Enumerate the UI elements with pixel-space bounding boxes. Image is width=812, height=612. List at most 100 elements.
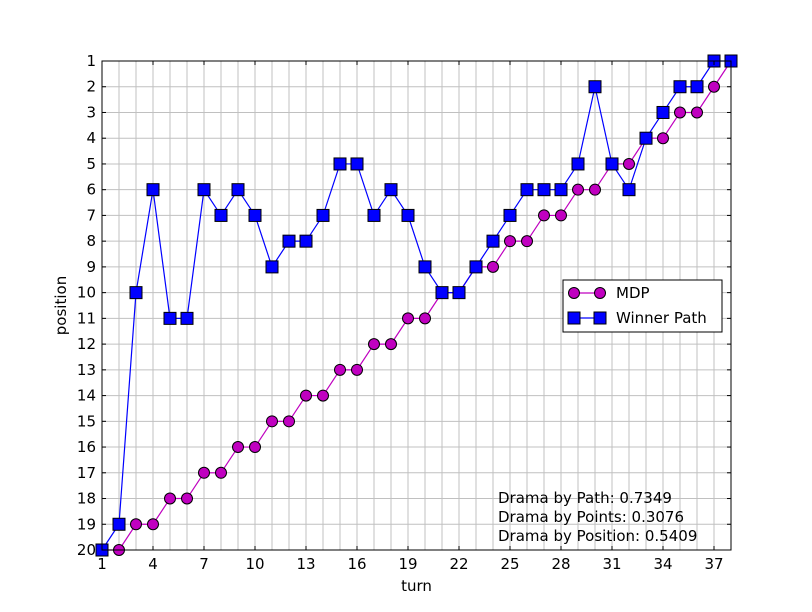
data-point-winner-path [180, 311, 194, 325]
legend-label-mdp: MDP [616, 284, 650, 302]
data-point-mdp [249, 441, 261, 454]
data-point-winner-path [435, 286, 449, 300]
ticks: 1 4 7 10 13 16 19 22 25 28 31 34 3712345678910111213… [77, 52, 731, 573]
data-point-winner-path [384, 183, 398, 197]
data-point-winner-path [622, 183, 636, 197]
x-tick-label: 37 [704, 555, 723, 573]
y-tick-label: 14 [77, 387, 96, 405]
series-winner-path [95, 54, 738, 557]
y-tick-label: 16 [77, 438, 96, 456]
x-tick-label: 1 [97, 555, 107, 573]
data-point-winner-path [503, 208, 517, 222]
data-point-mdp [198, 466, 210, 479]
x-tick-label: 4 [148, 555, 158, 573]
legend-marker-mdp [594, 287, 606, 299]
data-point-mdp [419, 312, 431, 325]
data-point-mdp [368, 338, 380, 351]
data-point-mdp [538, 209, 550, 222]
data-point-winner-path [265, 260, 279, 274]
x-tick-label: 19 [398, 555, 417, 573]
y-tick-label: 2 [86, 78, 96, 96]
data-point-mdp [351, 363, 363, 376]
y-tick-label: 8 [86, 232, 96, 250]
data-point-winner-path [282, 234, 296, 248]
data-point-mdp [589, 183, 601, 196]
data-point-winner-path [129, 286, 143, 300]
y-tick-label: 10 [77, 284, 96, 302]
data-point-winner-path [452, 286, 466, 300]
data-point-mdp [708, 80, 720, 93]
y-tick-label: 5 [86, 155, 96, 173]
y-tick-label: 17 [77, 464, 96, 482]
x-tick-label: 10 [245, 555, 264, 573]
data-point-winner-path [469, 260, 483, 274]
data-point-winner-path [350, 157, 364, 171]
data-point-mdp [181, 492, 193, 505]
data-point-winner-path [367, 208, 381, 222]
data-point-mdp [164, 492, 176, 505]
data-point-winner-path [656, 105, 670, 119]
y-tick-label: 9 [86, 258, 96, 276]
data-point-winner-path [690, 80, 704, 94]
data-point-mdp [385, 338, 397, 351]
legend-marker-winner-path [567, 311, 581, 325]
data-point-winner-path [112, 517, 126, 531]
x-axis-label: turn [401, 577, 432, 595]
y-tick-label: 20 [77, 541, 96, 559]
data-point-winner-path [316, 208, 330, 222]
legend-label-winner-path: Winner Path [616, 309, 707, 327]
y-tick-label: 12 [77, 335, 96, 353]
y-tick-label: 7 [86, 206, 96, 224]
y-tick-label: 15 [77, 412, 96, 430]
data-point-winner-path [418, 260, 432, 274]
legend-marker-mdp [568, 287, 580, 299]
data-point-mdp [232, 441, 244, 454]
data-point-mdp [572, 183, 584, 196]
plot-frame [101, 60, 732, 551]
data-point-mdp [623, 157, 635, 170]
data-point-winner-path [537, 183, 551, 197]
data-point-winner-path [214, 208, 228, 222]
data-point-winner-path [486, 234, 500, 248]
y-axis-label: position [52, 276, 70, 335]
data-point-mdp [691, 106, 703, 119]
data-point-mdp [657, 132, 669, 145]
x-tick-label: 34 [653, 555, 672, 573]
y-tick-label: 13 [77, 361, 96, 379]
data-point-mdp [334, 363, 346, 376]
data-point-winner-path [146, 183, 160, 197]
legend: MDP Winner Path [562, 279, 723, 333]
data-point-winner-path [571, 157, 585, 171]
data-point-winner-path [520, 183, 534, 197]
x-tick-label: 28 [551, 555, 570, 573]
data-point-mdp [130, 518, 142, 531]
y-tick-label: 1 [86, 52, 96, 70]
data-point-winner-path [197, 183, 211, 197]
y-tick-label: 4 [86, 129, 96, 147]
x-tick-label: 13 [296, 555, 315, 573]
data-point-winner-path [401, 208, 415, 222]
data-point-mdp [300, 389, 312, 402]
y-tick-label: 18 [77, 490, 96, 508]
data-point-winner-path [673, 80, 687, 94]
data-point-mdp [504, 235, 516, 248]
drama-annotation: Drama by Path: 0.7349 [498, 489, 672, 507]
x-tick-label: 16 [347, 555, 366, 573]
data-point-winner-path [333, 157, 347, 171]
data-point-mdp [283, 415, 295, 428]
drama-annotation: Drama by Position: 0.5409 [498, 527, 697, 545]
data-point-mdp [487, 260, 499, 273]
drama-annotation: Drama by Points: 0.3076 [498, 508, 684, 526]
data-point-mdp [402, 312, 414, 325]
data-point-winner-path [163, 311, 177, 325]
data-point-winner-path [231, 183, 245, 197]
data-point-mdp [317, 389, 329, 402]
data-point-mdp [266, 415, 278, 428]
data-point-mdp [521, 235, 533, 248]
data-point-winner-path [248, 208, 262, 222]
legend-box [562, 279, 723, 333]
data-point-winner-path [639, 131, 653, 145]
x-tick-label: 7 [199, 555, 209, 573]
